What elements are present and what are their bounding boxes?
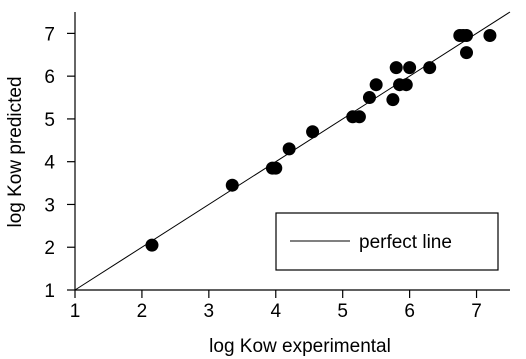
y-tick-label: 2 [44, 238, 55, 259]
y-tick-label: 1 [44, 281, 55, 302]
legend: perfect line [275, 212, 499, 271]
x-axis-ticks: 1 2 3 4 5 6 7 [70, 290, 482, 322]
data-point [423, 61, 437, 75]
y-tick-label: 5 [44, 110, 55, 131]
x-tick-label: 7 [471, 301, 482, 322]
y-tick-label: 6 [44, 67, 55, 88]
data-point [460, 46, 473, 60]
data-points-layer [145, 29, 497, 252]
data-point [362, 91, 376, 105]
data-point [460, 29, 473, 43]
legend-label-perfect-line: perfect line [359, 232, 452, 253]
data-point [403, 61, 417, 75]
y-tick-label: 4 [44, 153, 55, 174]
data-point [483, 29, 497, 43]
x-tick-label: 2 [137, 301, 148, 322]
y-tick-label: 7 [44, 24, 55, 45]
data-point [369, 78, 383, 92]
data-point [282, 142, 296, 156]
data-point [352, 110, 366, 124]
x-tick-label: 1 [70, 301, 81, 322]
plot-frame [74, 12, 510, 291]
data-point [269, 161, 283, 175]
data-point [225, 178, 239, 192]
y-axis-ticks: 1 2 3 4 5 6 7 [44, 24, 75, 302]
x-tick-label: 3 [204, 301, 215, 322]
data-point [399, 78, 413, 92]
data-point [145, 238, 159, 252]
y-axis-label: log Kow predicted [5, 76, 26, 227]
data-point [386, 93, 400, 107]
x-tick-label: 4 [270, 301, 281, 322]
x-tick-label: 6 [404, 301, 415, 322]
x-tick-label: 5 [337, 301, 348, 322]
x-axis-label: log Kow experimental [209, 336, 391, 357]
y-tick-label: 3 [44, 195, 55, 216]
data-point [306, 125, 320, 139]
data-point [389, 61, 403, 75]
